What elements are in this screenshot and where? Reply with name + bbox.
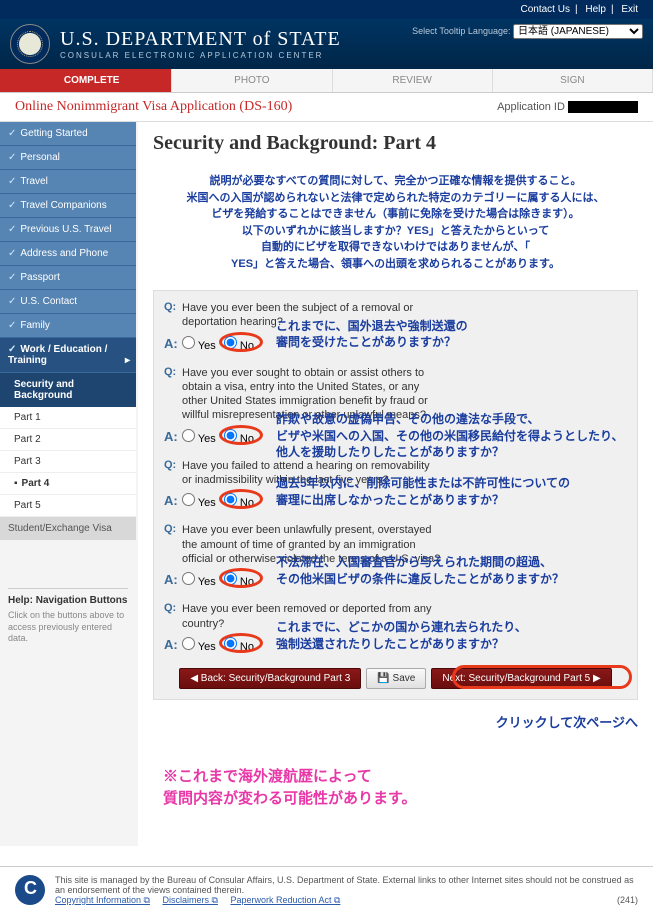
radio-yes-2[interactable]: Yes — [182, 497, 216, 509]
annotation-text-2: 過去5年以内に、削除可能性または不許可性についての 審理に出席しなかったことがあ… — [276, 475, 570, 509]
lang-label: Select Tooltip Language: — [412, 26, 510, 36]
sidebar-item-personal[interactable]: Personal — [0, 146, 136, 170]
sidebar-item-work[interactable]: Work / Education / Training — [0, 338, 136, 373]
sidebar-item-passport[interactable]: Passport — [0, 266, 136, 290]
sidebar-sub-security[interactable]: Security and Background — [0, 373, 136, 407]
back-button[interactable]: ◀ Back: Security/Background Part 3 — [179, 668, 361, 689]
footer-link-disclaimers[interactable]: Disclaimers ⧉ — [162, 895, 217, 905]
a-label: A: — [164, 572, 182, 587]
instructions: 説明が必要なすべての質問に対して、完全かつ正確な情報を提供すること。 米国への入… — [153, 165, 638, 280]
sidebar: Getting Started Personal Travel Travel C… — [0, 122, 138, 846]
tab-photo[interactable]: PHOTO — [172, 69, 332, 92]
q-label: Q: — [164, 602, 182, 614]
footer-number: (241) — [617, 895, 638, 905]
step-tabs: COMPLETE PHOTO REVIEW SIGN — [0, 69, 653, 93]
main-content: Security and Background: Part 4 説明が必要なすべ… — [138, 122, 653, 846]
a-label: A: — [164, 493, 182, 508]
button-row: ◀ Back: Security/Background Part 3 💾 Sav… — [164, 668, 627, 689]
language-select[interactable]: 日本語 (JAPANESE) — [513, 24, 643, 39]
click-note: クリックして次ページへ — [153, 712, 638, 731]
qa-box: Q:Have you ever been the subject of a re… — [153, 290, 638, 700]
footer-links: Copyright Information ⧉ Disclaimers ⧉ Pa… — [55, 895, 638, 906]
annotation-text-3: 不法滞在、入国審査官から与えられた期間の超過、 その他米国ビザの条件に違反したこ… — [276, 554, 564, 588]
footer-link-copyright[interactable]: Copyright Information ⧉ — [55, 895, 150, 905]
radio-yes-1[interactable]: Yes — [182, 433, 216, 445]
sidebar-item-family[interactable]: Family — [0, 314, 136, 338]
sidebar-item-contact[interactable]: U.S. Contact — [0, 290, 136, 314]
page-heading: Security and Background: Part 4 — [153, 132, 638, 155]
app-title: Online Nonimmigrant Visa Application (DS… — [15, 99, 497, 115]
sidebar-part-4[interactable]: Part 4 — [0, 473, 136, 495]
title-row: Online Nonimmigrant Visa Application (DS… — [0, 93, 653, 122]
a-label: A: — [164, 429, 182, 444]
state-seal-icon — [10, 24, 50, 64]
sidebar-item-previous-travel[interactable]: Previous U.S. Travel — [0, 218, 136, 242]
sidebar-item-travel[interactable]: Travel — [0, 170, 136, 194]
sidebar-student[interactable]: Student/Exchange Visa — [0, 517, 136, 540]
tab-marker — [0, 69, 12, 92]
radio-yes-4[interactable]: Yes — [182, 641, 216, 653]
annotation-text-4: これまでに、どこかの国から連れ去られたり、 強制送還されたりしたことがありますか… — [276, 619, 527, 653]
help-title: Help: Navigation Buttons — [8, 588, 128, 606]
q-label: Q: — [164, 523, 182, 535]
sidebar-part-2[interactable]: Part 2 — [0, 429, 136, 451]
radio-no-2[interactable]: No — [224, 497, 254, 509]
help-box: Help: Navigation Buttons Click on the bu… — [0, 580, 136, 653]
app-id-label: Application ID — [497, 101, 638, 113]
save-button[interactable]: 💾 Save — [366, 668, 426, 689]
footer-seal-icon — [15, 875, 45, 905]
sidebar-item-getting-started[interactable]: Getting Started — [0, 122, 136, 146]
q-label: Q: — [164, 459, 182, 471]
sidebar-item-companions[interactable]: Travel Companions — [0, 194, 136, 218]
pink-note: ※これまで海外渡航歴によって 質問内容が変わる可能性があります。 — [163, 766, 628, 811]
radio-no-1[interactable]: No — [224, 433, 254, 445]
exit-link[interactable]: Exit — [621, 4, 638, 15]
q-label: Q: — [164, 301, 182, 313]
help-link[interactable]: Help — [585, 4, 606, 15]
a-label: A: — [164, 336, 182, 351]
dept-title: U.S. DEPARTMENT of STATE — [60, 28, 341, 51]
radio-no-4[interactable]: No — [224, 641, 254, 653]
annotation-text-0: これまでに、国外退去や強制送還の 審問を受けたことがありますか？ — [276, 318, 468, 352]
radio-yes-3[interactable]: Yes — [182, 576, 216, 588]
sidebar-part-3[interactable]: Part 3 — [0, 451, 136, 473]
header: U.S. DEPARTMENT of STATE CONSULAR ELECTR… — [0, 19, 653, 69]
radio-yes-0[interactable]: Yes — [182, 340, 216, 352]
radio-no-0[interactable]: No — [224, 340, 254, 352]
top-bar: Contact Us| Help| Exit — [0, 0, 653, 19]
a-label: A: — [164, 637, 182, 652]
dept-subtitle: CONSULAR ELECTRONIC APPLICATION CENTER — [60, 51, 341, 60]
next-button[interactable]: Next: Security/Background Part 5 ▶ — [431, 668, 611, 689]
q-label: Q: — [164, 366, 182, 378]
footer: This site is managed by the Bureau of Co… — [0, 866, 653, 914]
sidebar-item-address[interactable]: Address and Phone — [0, 242, 136, 266]
annotation-text-1: 詐欺や故意の虚偽申告、その他の違法な手段で、 ビザや米国への入国、その他の米国移… — [276, 411, 624, 461]
footer-link-paperwork[interactable]: Paperwork Reduction Act ⧉ — [230, 895, 340, 905]
sidebar-part-1[interactable]: Part 1 — [0, 407, 136, 429]
sidebar-part-5[interactable]: Part 5 — [0, 495, 136, 517]
language-selector: Select Tooltip Language: 日本語 (JAPANESE) — [412, 24, 643, 39]
tab-complete[interactable]: COMPLETE — [12, 69, 172, 92]
tab-review[interactable]: REVIEW — [333, 69, 493, 92]
contact-link[interactable]: Contact Us — [521, 4, 570, 15]
radio-no-3[interactable]: No — [224, 576, 254, 588]
app-id-value — [568, 101, 638, 113]
help-text: Click on the buttons above to access pre… — [8, 610, 128, 645]
footer-text: This site is managed by the Bureau of Co… — [55, 875, 638, 895]
tab-sign[interactable]: SIGN — [493, 69, 653, 92]
